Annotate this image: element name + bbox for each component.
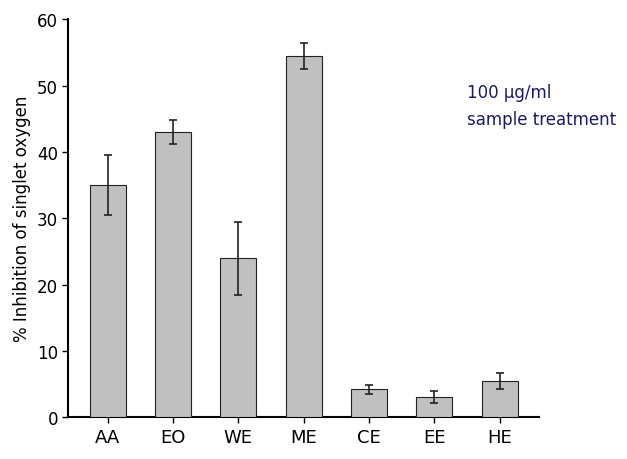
Bar [155, 133, 191, 417]
Bar [416, 397, 452, 417]
Bar [90, 186, 125, 417]
Y-axis label: % Inhibition of singlet oxygen: % Inhibition of singlet oxygen [13, 96, 31, 342]
Bar [482, 381, 517, 417]
Bar [351, 390, 387, 417]
Text: 100 μg/ml
sample treatment: 100 μg/ml sample treatment [467, 84, 616, 129]
Bar [220, 258, 256, 417]
Bar [286, 56, 322, 417]
